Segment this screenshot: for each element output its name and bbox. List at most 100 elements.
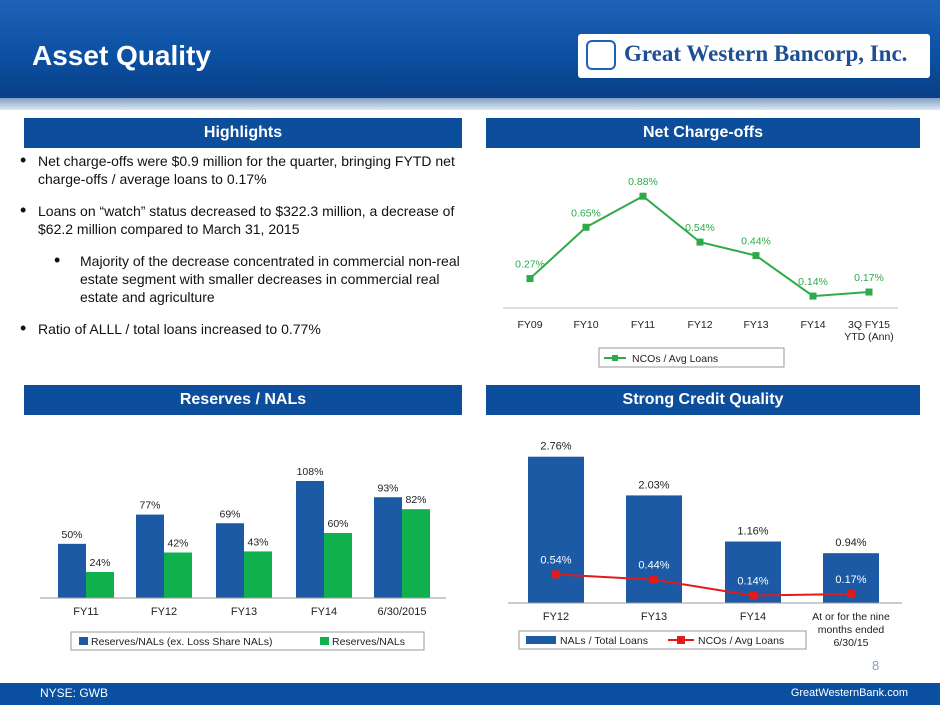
bar-reserves-ex-loss-share — [216, 523, 244, 598]
data-point — [552, 570, 560, 579]
data-label: 0.17% — [835, 574, 866, 586]
logo-mark-icon — [586, 40, 616, 70]
legend-marker — [612, 355, 618, 361]
data-label: 43% — [247, 536, 268, 548]
x-tick-label: FY14 — [740, 611, 766, 623]
data-point — [526, 275, 534, 283]
legend-label: NCOs / Avg Loans — [632, 353, 718, 365]
data-label: 60% — [327, 518, 348, 530]
x-tick-label: FY09 — [517, 319, 542, 331]
series-line-ncos — [555, 573, 852, 597]
x-tick-label: 6/30/15 — [833, 637, 868, 649]
page-number: 8 — [872, 658, 880, 673]
data-label: 108% — [297, 466, 324, 478]
x-tick-label: FY12 — [543, 611, 569, 623]
data-label: 82% — [405, 494, 426, 506]
section-net-chargeoffs: Net Charge-offs — [486, 118, 920, 148]
x-tick-label: 6/30/2015 — [378, 606, 427, 618]
header-shadow — [0, 98, 940, 110]
bar-reserves — [244, 551, 272, 598]
section-highlights: Highlights — [24, 118, 462, 148]
x-tick-label: FY12 — [687, 319, 712, 331]
data-label: 0.88% — [628, 176, 658, 188]
bar-reserves-ex-loss-share — [296, 481, 324, 598]
footer-website: GreatWesternBank.com — [790, 687, 908, 699]
data-label: 0.65% — [571, 207, 601, 219]
data-point — [582, 223, 590, 231]
x-tick-label: FY13 — [231, 606, 257, 618]
highlights-list: Net charge-offs were $0.9 million for th… — [20, 151, 480, 352]
legend-label: Reserves/NALs — [332, 636, 405, 648]
bullet-item: Loans on “watch” status decreased to $32… — [20, 201, 480, 238]
data-label: 0.44% — [741, 236, 771, 248]
x-tick-label: FY10 — [573, 319, 598, 331]
bar-nals-total-loans — [528, 456, 584, 603]
data-label: 2.03% — [638, 479, 669, 491]
x-tick-label: months ended — [818, 624, 885, 636]
data-label: 0.94% — [835, 537, 866, 549]
company-logo: Great Western Bancorp, Inc. — [578, 34, 930, 78]
section-reserves-nals: Reserves / NALs — [24, 385, 462, 415]
legend-box — [518, 630, 807, 650]
x-tick-label: FY12 — [151, 606, 177, 618]
data-label: 0.14% — [737, 576, 768, 588]
bar-reserves-ex-loss-share — [136, 514, 164, 598]
data-label: 69% — [219, 508, 240, 520]
x-tick-label: FY11 — [73, 606, 98, 618]
bar-reserves — [86, 572, 114, 598]
legend-marker — [677, 636, 685, 644]
data-point — [809, 292, 817, 300]
x-tick-label: FY14 — [311, 606, 337, 618]
data-label: 77% — [139, 500, 160, 512]
bullet-item: Net charge-offs were $0.9 million for th… — [20, 151, 480, 188]
bar-nals-total-loans — [626, 495, 682, 603]
bullet-subitem: Majority of the decrease concentrated in… — [54, 251, 480, 306]
x-tick-label: FY11 — [631, 319, 655, 331]
legend-label: Reserves/NALs (ex. Loss Share NALs) — [91, 636, 272, 648]
data-label: 2.76% — [540, 441, 571, 453]
page-title: Asset Quality — [32, 40, 211, 71]
data-label: 0.44% — [638, 560, 669, 572]
data-label: 0.27% — [515, 259, 545, 271]
bullet-item: Ratio of ALLL / total loans increased to… — [20, 319, 480, 338]
data-label: 50% — [61, 529, 82, 541]
legend-swatch-nals — [526, 636, 556, 644]
data-label: 0.14% — [798, 276, 828, 288]
legend-swatch-ex-loss — [79, 637, 88, 645]
data-label: 42% — [167, 538, 188, 550]
data-label: 0.54% — [685, 222, 715, 234]
data-point — [752, 252, 760, 260]
data-point — [639, 192, 647, 200]
data-label: 1.16% — [737, 526, 768, 538]
bar-reserves — [402, 509, 430, 598]
bar-reserves-ex-loss-share — [58, 543, 86, 598]
x-tick-label: 3Q FY15 — [848, 319, 890, 331]
footer-ticker: NYSE: GWB — [40, 686, 109, 700]
data-label: 24% — [89, 557, 110, 569]
data-point — [696, 238, 704, 246]
data-label: 93% — [377, 482, 398, 494]
legend-label: NALs / Total Loans — [560, 635, 648, 647]
data-point — [650, 575, 658, 584]
legend-swatch-reserves — [320, 637, 329, 645]
x-tick-label: FY13 — [641, 611, 667, 623]
data-point — [847, 589, 855, 598]
footer-bar: NYSE: GWB GreatWesternBank.com — [0, 683, 940, 705]
legend-box — [598, 347, 785, 368]
legend-box — [70, 631, 425, 651]
x-tick-label: At or for the nine — [812, 611, 890, 623]
x-tick-label: FY14 — [800, 319, 825, 331]
bar-reserves — [164, 552, 192, 598]
data-point — [749, 591, 757, 600]
data-label: 0.17% — [854, 272, 884, 284]
section-credit-quality: Strong Credit Quality — [486, 385, 920, 415]
logo-text: Great Western Bancorp, Inc. — [624, 41, 908, 66]
data-point — [865, 288, 873, 296]
x-tick-label: YTD (Ann) — [844, 331, 894, 343]
bar-reserves — [324, 533, 352, 598]
legend-label: NCOs / Avg Loans — [698, 635, 784, 647]
bar-reserves-ex-loss-share — [374, 497, 402, 598]
x-tick-label: FY13 — [743, 319, 768, 331]
data-label: 0.54% — [540, 554, 571, 566]
